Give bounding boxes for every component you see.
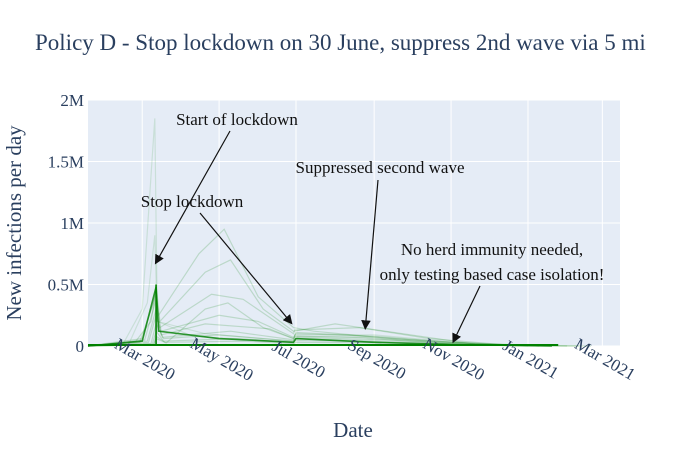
annotation-line: Start of lockdown [176,110,298,129]
y-tick-label: 0.5M [48,276,84,295]
annotation-text: No herd immunity needed, only testing bas… [380,240,605,284]
annotation-arrow [361,179,379,330]
series-line [87,308,529,347]
annotation-line: Stop lockdown [141,192,244,211]
series-line [87,322,552,347]
series-line [87,286,552,347]
series-line [87,313,568,347]
series-lines [87,118,592,347]
annotation-arrow [452,285,481,344]
y-tick-label: 1M [60,214,84,233]
series-line [87,228,507,347]
annotation-text: Start of lockdown [176,110,298,129]
annotation-arrow [154,130,231,265]
series-line [87,259,476,347]
y-tick-label: 1.5M [48,153,84,172]
series-line [87,292,513,347]
y-tick-label: 0 [76,337,85,356]
annotations: Start of lockdown Stop lockdown Suppressed… [141,110,605,344]
series-line [87,235,540,347]
series-line [87,299,546,347]
x-axis-title: Date [333,418,373,442]
annotation-arrow [199,212,293,325]
annotation-line: only testing based case isolation! [380,265,605,284]
annotation-line: No herd immunity needed, [401,240,583,259]
chart-title: Policy D - Stop lockdown on 30 June, sup… [35,30,646,55]
series-line [87,118,529,347]
y-tick-label: 2M [60,91,84,110]
annotation-text: Suppressed second wave [295,158,464,177]
annotation-line: Suppressed second wave [295,158,464,177]
y-axis-title: New infections per day [2,125,26,321]
annotation-text: Stop lockdown [141,192,244,211]
gridlines [88,99,620,347]
